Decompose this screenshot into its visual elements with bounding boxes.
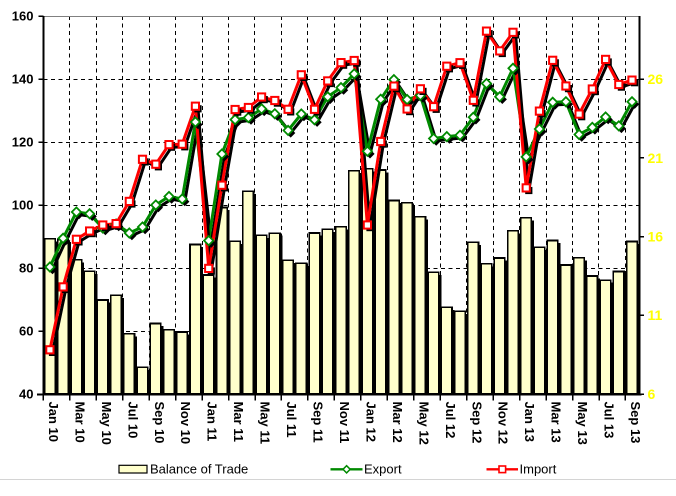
svg-text:Nov 10: Nov 10 bbox=[178, 402, 193, 445]
svg-text:Jan 12: Jan 12 bbox=[363, 402, 378, 442]
svg-text:Sep 11: Sep 11 bbox=[311, 402, 326, 443]
svg-text:Sep 12: Sep 12 bbox=[469, 402, 484, 444]
svg-text:80: 80 bbox=[19, 261, 33, 276]
svg-text:Jan 13: Jan 13 bbox=[522, 402, 537, 442]
svg-text:Mar 13: Mar 13 bbox=[549, 402, 564, 443]
svg-text:120: 120 bbox=[12, 135, 34, 150]
svg-text:Export: Export bbox=[364, 462, 402, 477]
svg-text:May 12: May 12 bbox=[416, 402, 431, 445]
svg-text:Jan 11: Jan 11 bbox=[205, 402, 220, 442]
svg-text:140: 140 bbox=[12, 72, 34, 87]
svg-text:Jul 13: Jul 13 bbox=[602, 402, 617, 439]
svg-text:May 11: May 11 bbox=[258, 402, 273, 445]
svg-text:Jul 12: Jul 12 bbox=[443, 402, 458, 439]
svg-text:Jan 10: Jan 10 bbox=[46, 402, 61, 442]
svg-text:21: 21 bbox=[648, 150, 664, 166]
svg-text:16: 16 bbox=[648, 229, 664, 245]
svg-text:40: 40 bbox=[19, 387, 33, 402]
svg-text:160: 160 bbox=[12, 9, 34, 24]
svg-text:Nov 12: Nov 12 bbox=[496, 402, 511, 445]
svg-text:26: 26 bbox=[648, 71, 664, 87]
svg-text:Sep 10: Sep 10 bbox=[152, 402, 167, 444]
svg-text:Jul 11: Jul 11 bbox=[284, 402, 299, 438]
svg-text:Balance of Trade: Balance of Trade bbox=[150, 462, 248, 477]
svg-text:Mar 12: Mar 12 bbox=[390, 402, 405, 443]
svg-text:May 10: May 10 bbox=[99, 402, 114, 445]
svg-text:Mar 11: Mar 11 bbox=[231, 402, 246, 442]
svg-text:Nov 11: Nov 11 bbox=[337, 402, 352, 444]
svg-text:Jul 10: Jul 10 bbox=[125, 402, 140, 439]
svg-text:100: 100 bbox=[12, 198, 34, 213]
svg-text:May 13: May 13 bbox=[575, 402, 590, 445]
svg-text:60: 60 bbox=[19, 324, 33, 339]
svg-text:11: 11 bbox=[648, 307, 663, 323]
svg-text:6: 6 bbox=[648, 386, 656, 402]
svg-text:Mar 10: Mar 10 bbox=[72, 402, 87, 443]
svg-text:Import: Import bbox=[520, 462, 557, 477]
svg-text:Sep 13: Sep 13 bbox=[628, 402, 643, 444]
